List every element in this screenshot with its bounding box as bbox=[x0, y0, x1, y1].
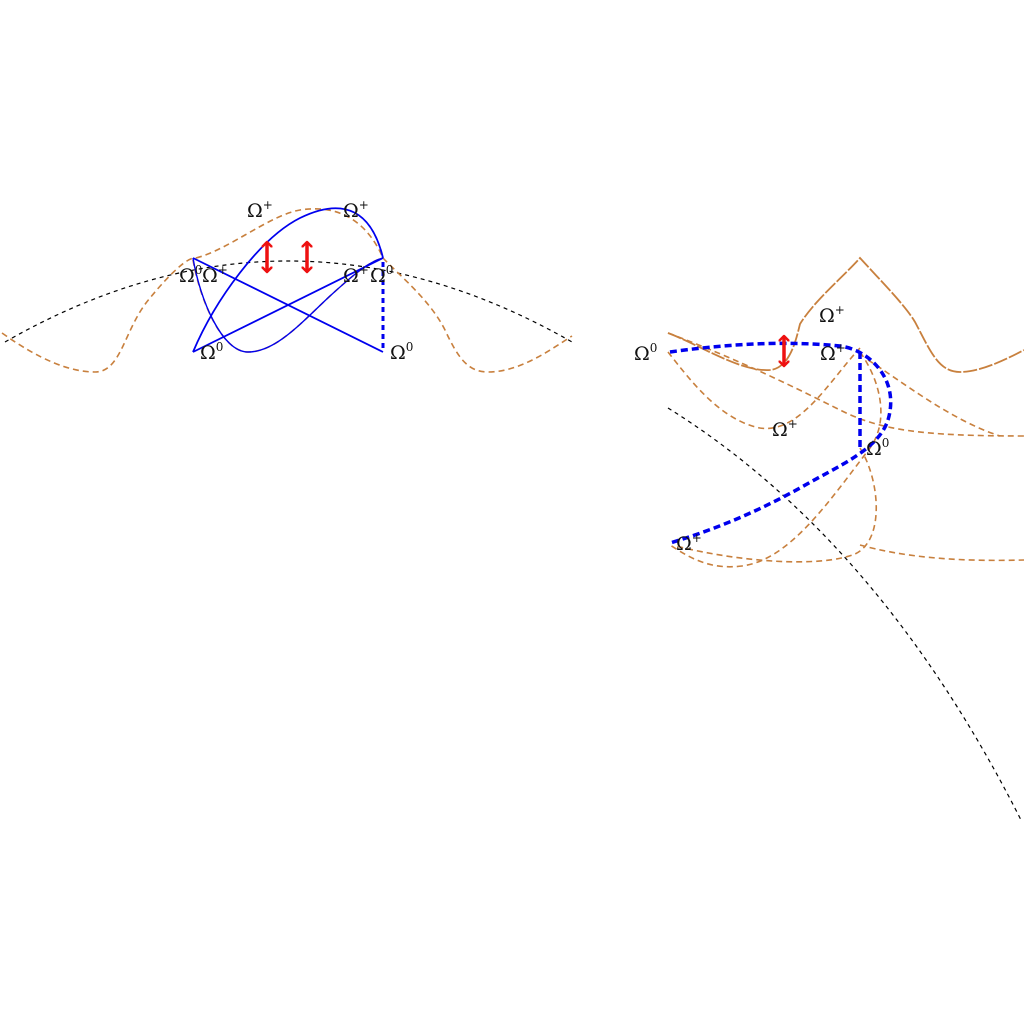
reference-arc-left bbox=[4, 260, 573, 343]
orange-curve-left-top bbox=[195, 208, 384, 259]
blue-dashed-main bbox=[669, 341, 893, 545]
label-omega-plus: Ω+ bbox=[820, 341, 846, 365]
label-omega-zero: Ω0 bbox=[370, 263, 393, 287]
orange-curve-right-lobe bbox=[667, 347, 861, 430]
label-omega-plus: Ω+ bbox=[819, 303, 845, 327]
blue-curve-upper bbox=[192, 207, 384, 353]
orange-curve-left-outer bbox=[1, 257, 197, 373]
label-omega-zero: Ω0 bbox=[634, 341, 657, 365]
label-omega-plus: Ω+ bbox=[676, 531, 702, 555]
label-omega-zero: Ω0 bbox=[179, 263, 202, 287]
blue-line-cross-b bbox=[192, 257, 384, 353]
reference-arc-right bbox=[667, 407, 1023, 823]
orange-curve-right-inner-b bbox=[675, 447, 878, 563]
left-panel: Ω+ Ω+ Ω0 Ω+ Ω+ Ω0 Ω0 Ω0 bbox=[1, 198, 573, 373]
right-panel: Ω+ Ω0 Ω+ Ω+ Ω0 Ω+ bbox=[634, 256, 1024, 823]
orange-curve-right-lower bbox=[859, 544, 1024, 562]
orange-curve-right-inner-a bbox=[669, 351, 882, 568]
label-omega-plus: Ω+ bbox=[343, 198, 369, 222]
label-omega-zero: Ω0 bbox=[200, 340, 223, 364]
blue-curve-lower bbox=[192, 257, 384, 353]
orange-curve-left-right bbox=[382, 257, 573, 373]
label-omega-plus: Ω+ bbox=[343, 263, 369, 287]
label-omega-plus: Ω+ bbox=[202, 263, 228, 287]
orange-curve-right-peak bbox=[667, 256, 1024, 373]
orange-curve-right-side bbox=[867, 359, 1001, 437]
label-omega-zero: Ω0 bbox=[390, 340, 413, 364]
label-omega-plus: Ω+ bbox=[772, 417, 798, 441]
label-omega-zero: Ω0 bbox=[866, 436, 889, 460]
label-omega-plus: Ω+ bbox=[247, 198, 273, 222]
